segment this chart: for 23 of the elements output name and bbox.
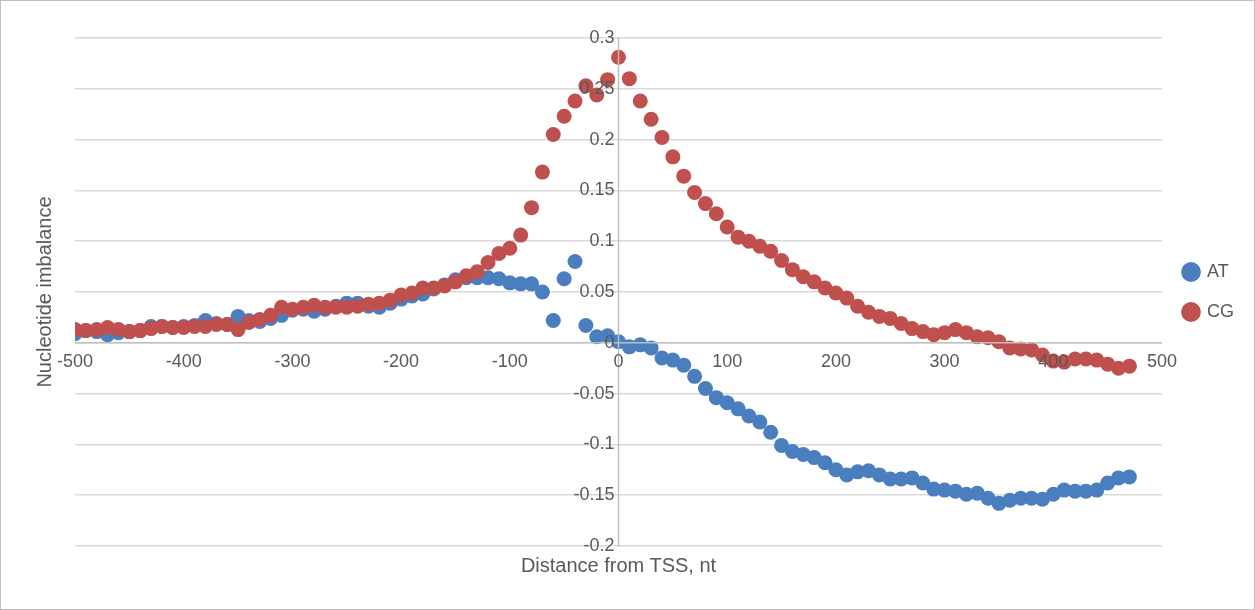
legend-label: AT [1207,260,1229,281]
y-tick-label: 0.3 [589,26,615,47]
x-tick-label: 300 [929,350,960,371]
x-tick-label: 400 [1038,350,1069,371]
y-tick-label: 0.15 [579,179,615,200]
x-tick-label: 100 [712,350,743,371]
x-tick-label: -300 [274,350,311,371]
y-tick-label: -0.1 [583,433,615,454]
x-tick-label: -100 [491,350,528,371]
y-tick-label: -0.05 [573,382,615,403]
y-tick-label: 0.2 [589,128,615,149]
y-tick-label: 0.1 [589,230,615,251]
x-axis-title: Distance from TSS, nt [520,553,717,576]
legend-label: CG [1207,300,1234,321]
y-tick-label: -0.2 [583,534,615,555]
y-tick-label: -0.15 [573,484,615,505]
x-tick-label: 200 [820,350,851,371]
x-tick-label: 500 [1146,350,1178,371]
x-tick-label: -500 [56,350,94,371]
y-tick-label: 0.05 [579,280,615,301]
x-tick-label: -200 [383,350,420,371]
x-tick-label: -400 [165,350,202,371]
y-axis-title: Nucleotide imbalance [32,196,55,388]
